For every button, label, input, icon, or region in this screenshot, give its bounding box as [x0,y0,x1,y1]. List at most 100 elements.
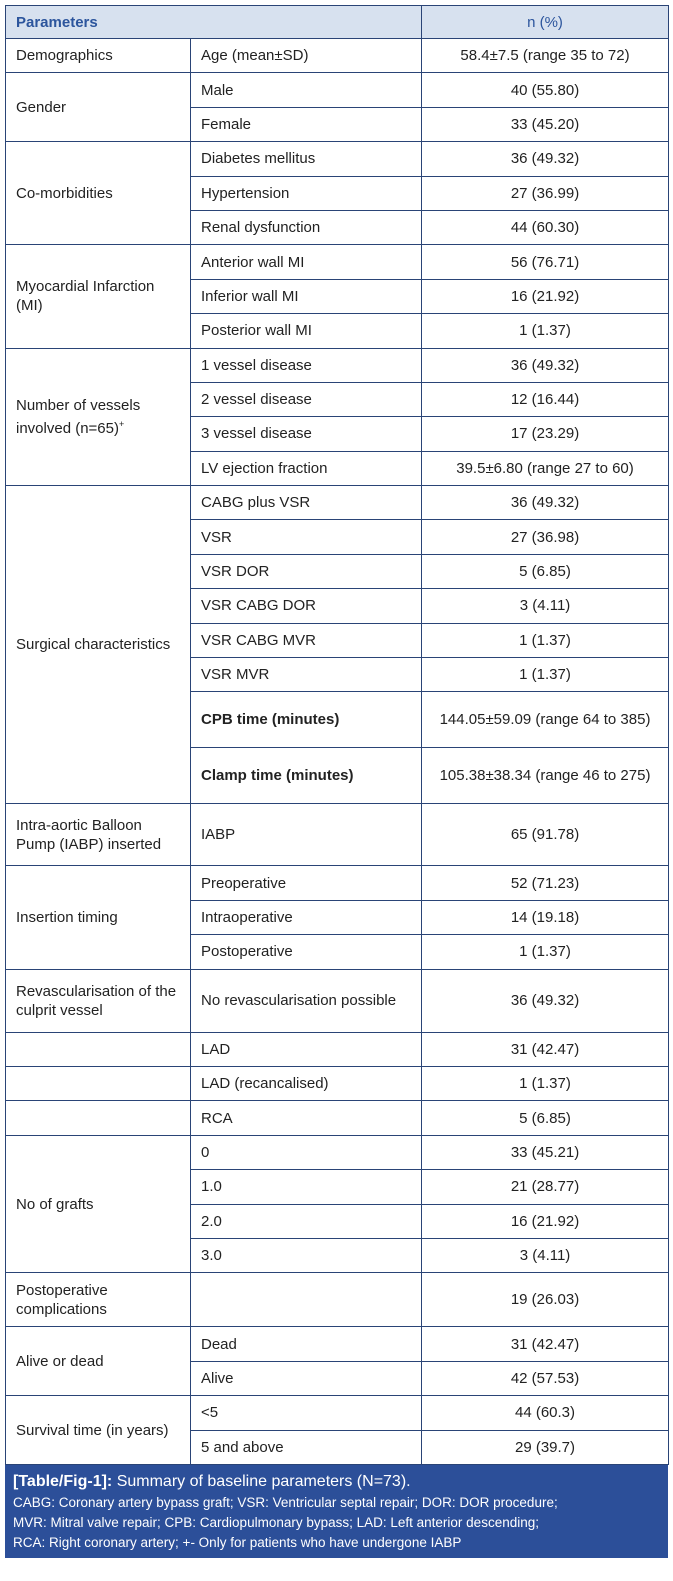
group-label-cell: No of grafts [5,1134,191,1274]
parameter-cell: Clamp time (minutes) [189,747,423,805]
parameter-cell: VSR CABG DOR [189,588,423,624]
table-row: VSR CABG MVR 1 (1.37) [6,622,670,659]
value-cell: 36 (49.32) [421,968,670,1033]
header-parameters: Parameters [4,5,423,39]
value-cell: 36 (49.32) [421,141,670,177]
value-cell: 65 (91.78) [421,803,670,867]
table-row: Demographics Age (mean±SD) 58.4±7.5 (range… [5,37,670,74]
parameter-cell: 0 [189,1134,423,1171]
table-row: Insertion timing Preoperative 52 (71.23) [5,865,670,970]
table-row: Renal dysfunction 44 (60.30) [6,209,670,246]
value-cell: 3 (4.11) [421,1237,670,1274]
parameter-cell: VSR MVR [189,657,423,693]
value-cell: 36 (49.32) [421,347,670,383]
value-cell: 31 (42.47) [421,1326,670,1362]
table-row: LAD (recancalised) 1 (1.37) [5,1065,670,1102]
table-row: Posterior wall MI 1 (1.37) [6,313,670,349]
table-row: Hypertension 27 (36.99) [6,175,670,211]
group-label-cell [5,1065,191,1102]
parameter-cell: 5 and above [189,1429,423,1465]
group-label: Intra-aortic Balloon Pump (IABP) inserte… [16,816,162,853]
group-label: Insertion timing [16,909,118,926]
group-label-cell [5,1100,191,1136]
parameter-cell: Female [189,106,423,143]
group-label-cell: Surgical characteristics [5,485,191,805]
parameter-cell: Renal dysfunction [189,209,423,246]
group-label-cell: Number of vessels involved (n=65)+ [5,347,191,487]
table-row: 3.0 3 (4.11) [6,1237,670,1274]
table-row: Clamp time (minutes) 105.38±38.34 (range … [6,747,670,805]
table-caption: [Table/Fig-1]: Summary of baseline param… [5,1464,668,1558]
value-cell: 19 (26.03) [421,1272,670,1328]
parameter-cell: Intraoperative [189,899,423,936]
parameter-cell: VSR [189,519,423,555]
value-cell: 33 (45.20) [421,106,670,143]
table-row: VSR DOR 5 (6.85) [6,553,670,590]
value-cell: 1 (1.37) [421,1065,670,1102]
table-row: Inferior wall MI 16 (21.92) [6,278,670,315]
caption-note: RCA: Right coronary artery; +- Only for … [13,1534,462,1550]
parameter-cell: 1 vessel disease [189,347,423,383]
group-label-cell: Co-morbidities [5,141,191,246]
baseline-parameters-table-figure: Parameters n (%) Demographics Age (mean±S… [4,5,670,1558]
table-row: Postoperative 1 (1.37) [6,934,670,970]
parameter-cell: Age (mean±SD) [189,37,423,74]
table-row: Female 33 (45.20) [6,106,670,143]
group-label-cell: Revascularisation of the culprit vessel [5,968,191,1033]
group-label-cell: Demographics [5,37,191,74]
caption-note: MVR: Mitral valve repair; CPB: Cardiopul… [13,1514,539,1530]
value-cell: 1 (1.37) [421,622,670,659]
table-row: CPB time (minutes) 144.05±59.09 (range 64… [6,691,670,749]
group-label-cell [5,1031,191,1067]
group-label-cell: Gender [5,72,191,143]
value-cell: 105.38±38.34 (range 46 to 275) [421,747,670,805]
group-label: No of grafts [16,1195,94,1213]
group-label: Postoperative complications [16,1281,108,1318]
value-cell: 5 (6.85) [421,1100,670,1136]
table-row: Postoperative complications 19 (26.03) [5,1272,670,1328]
parameter-cell: LAD (recancalised) [189,1065,423,1102]
value-cell: 14 (19.18) [421,899,670,936]
parameter-cell: CPB time (minutes) [189,691,423,749]
value-cell: 1 (1.37) [421,657,670,693]
group-label: Alive or dead [16,1352,104,1370]
value-cell: 16 (21.92) [421,1203,670,1239]
parameter-cell: Dead [189,1326,423,1362]
header-n-percent: n (%) [421,5,670,39]
group-label: Demographics [16,47,113,65]
value-cell: 27 (36.99) [421,175,670,211]
table-row: Myocardial Infarction (MI) Anterior wall … [5,244,670,349]
parameter-cell: 2.0 [189,1203,423,1239]
group-label-cell: Intra-aortic Balloon Pump (IABP) inserte… [5,803,191,867]
table-row: Co-morbidities Diabetes mellitus 36 (49.32… [5,141,670,246]
value-cell: 12 (16.44) [421,381,670,418]
group-label-cell: Alive or dead [5,1326,191,1397]
value-cell: 3 (4.11) [421,588,670,624]
parameter-cell: Posterior wall MI [189,313,423,349]
value-cell: 36 (49.32) [421,485,670,521]
table-row: Surgical characteristics CABG plus VSR 36 … [5,485,670,805]
caption-label: [Table/Fig-1]: [13,1472,113,1490]
value-cell: 40 (55.80) [421,72,670,108]
footnote-marker: + [118,418,125,429]
value-cell: 21 (28.77) [421,1169,670,1205]
table-row: Intraoperative 14 (19.18) [6,899,670,936]
value-cell: 17 (23.29) [421,416,670,452]
value-cell: 29 (39.7) [421,1429,670,1465]
caption-title: Summary of baseline parameters (N=73). [116,1472,411,1490]
parameter-cell: 2 vessel disease [189,381,423,418]
table-row: Number of vessels involved (n=65)+ 1 vess… [5,347,670,487]
group-label-cell: Survival time (in years) [5,1395,191,1465]
parameter-cell: VSR CABG MVR [189,622,423,659]
table-row: Survival time (in years) <5 44 (60.3) [5,1395,670,1465]
table-row: Revascularisation of the culprit vessel N… [5,968,670,1033]
parameter-cell: CABG plus VSR [189,485,423,521]
parameter-cell: Alive [189,1360,423,1397]
parameter-cell: Preoperative [189,865,423,901]
parameter-cell: Diabetes mellitus [189,141,423,177]
group-label: Co-morbidities [16,184,113,202]
value-cell: 1 (1.37) [421,934,670,970]
value-cell: 5 (6.85) [421,553,670,590]
parameter-cell: RCA [189,1100,423,1136]
value-cell: 39.5±6.80 (range 27 to 60) [421,450,670,487]
